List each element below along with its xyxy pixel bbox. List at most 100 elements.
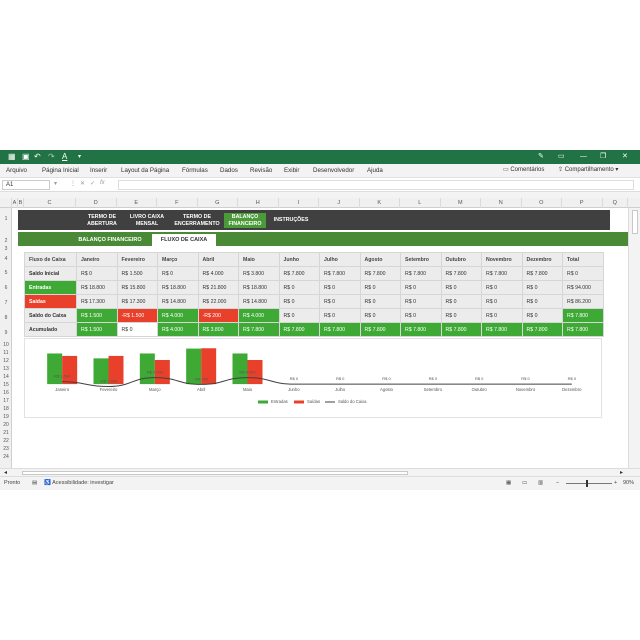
table-header-cell[interactable]: Novembro <box>481 252 523 267</box>
row-label[interactable]: Entradas <box>24 280 77 295</box>
table-cell[interactable]: R$ 3.800 <box>197 322 239 337</box>
table-cell[interactable]: R$ 4.000 <box>238 308 280 323</box>
horizontal-scrollbar[interactable]: ◂ ▸ <box>0 468 640 476</box>
table-header-cell[interactable]: Dezembro <box>521 252 563 267</box>
row-label[interactable]: Saldo do Caixa <box>24 308 77 323</box>
row-header[interactable]: 2 <box>4 238 8 244</box>
column-header-m[interactable]: M <box>441 198 481 208</box>
table-cell[interactable]: R$ 7.800 <box>481 322 523 337</box>
table-cell[interactable]: R$ 7.800 <box>521 322 563 337</box>
name-box[interactable]: A1 <box>2 180 50 190</box>
redo-icon[interactable]: ↷ <box>48 152 55 161</box>
row-header[interactable]: 11 <box>3 350 9 356</box>
nav-termo-de-encerramento[interactable]: TERMO DE ENCERRAMENTO <box>174 214 220 227</box>
table-cell[interactable]: R$ 0 <box>278 280 320 295</box>
row-header[interactable]: 10 <box>3 342 9 348</box>
table-cell[interactable]: R$ 0 <box>319 280 361 295</box>
enter-icon[interactable]: ✓ <box>90 181 96 187</box>
table-cell[interactable]: R$ 7.800 <box>278 322 320 337</box>
table-cell[interactable]: R$ 0 <box>521 294 563 309</box>
column-header-e[interactable]: E <box>117 198 157 208</box>
row-header[interactable]: 18 <box>3 406 9 412</box>
accessibility-status[interactable]: ♿ Acessibilidade: investigar <box>44 480 114 486</box>
row-header[interactable]: 20 <box>3 422 9 428</box>
column-header-l[interactable]: L <box>400 198 441 208</box>
column-header-n[interactable]: N <box>481 198 522 208</box>
page-layout-icon[interactable]: ▭ <box>522 480 528 486</box>
table-cell[interactable]: R$ 4.000 <box>157 322 199 337</box>
nav-instrucoes[interactable]: INSTRUÇÕES <box>273 217 309 224</box>
table-cell[interactable]: R$ 22.000 <box>197 294 239 309</box>
comments-button[interactable]: ▭ Comentários <box>503 167 545 173</box>
row-header[interactable]: 13 <box>3 366 9 372</box>
menu-revisao[interactable]: Revisão <box>250 167 273 174</box>
menu-desenvolvedor[interactable]: Desenvolvedor <box>313 167 355 174</box>
table-cell[interactable]: R$ 0 <box>319 308 361 323</box>
table-header-cell[interactable]: Julho <box>319 252 361 267</box>
cancel-icon[interactable]: ✕ <box>80 181 86 187</box>
row-header[interactable]: 22 <box>3 438 9 444</box>
table-header-cell[interactable]: Total <box>562 252 604 267</box>
share-button[interactable]: ⇪ Compartilhamento ▾ <box>558 167 619 173</box>
table-cell[interactable]: R$ 0 <box>562 266 604 281</box>
table-cell[interactable]: R$ 94.000 <box>562 280 604 295</box>
table-cell[interactable]: -R$ 200 <box>197 308 239 323</box>
tab-balanco-financeiro[interactable]: BALANÇO FINANCEIRO <box>78 237 142 243</box>
table-header-cell[interactable]: Março <box>157 252 199 267</box>
zoom-slider[interactable] <box>566 483 612 484</box>
formula-input[interactable] <box>118 180 634 190</box>
table-cell[interactable]: R$ 17.300 <box>76 294 118 309</box>
table-cell[interactable]: R$ 0 <box>481 294 523 309</box>
worksheet[interactable]: TERMO DE ABERTURA LIVRO CAIXA MENSAL TER… <box>12 208 628 468</box>
row-header[interactable]: 24 <box>3 454 9 460</box>
table-cell[interactable]: R$ 7.800 <box>359 266 401 281</box>
zoom-in-icon[interactable]: + <box>614 480 618 486</box>
table-cell[interactable]: R$ 18.800 <box>238 280 280 295</box>
table-cell[interactable]: R$ 0 <box>400 294 442 309</box>
table-cell[interactable]: R$ 0 <box>521 308 563 323</box>
zoom-out-icon[interactable]: − <box>556 480 560 486</box>
table-cell[interactable]: R$ 0 <box>157 266 199 281</box>
row-header[interactable]: 3 <box>4 246 8 252</box>
column-header-h[interactable]: H <box>238 198 279 208</box>
table-cell[interactable]: R$ 1.500 <box>76 308 118 323</box>
table-cell[interactable]: R$ 7.800 <box>562 322 604 337</box>
table-cell[interactable]: R$ 4.000 <box>157 308 199 323</box>
pen-icon[interactable]: ✎ <box>538 153 544 160</box>
table-cell[interactable]: R$ 3.800 <box>238 266 280 281</box>
column-header-b[interactable]: B <box>18 198 24 208</box>
table-cell[interactable]: R$ 0 <box>359 280 401 295</box>
row-header[interactable]: 5 <box>4 270 8 276</box>
font-color-icon[interactable]: A <box>62 152 68 161</box>
nav-livro-caixa-mensal[interactable]: LIVRO CAIXA MENSAL <box>129 214 165 227</box>
row-label[interactable]: Saídas <box>24 294 77 309</box>
table-cell[interactable]: R$ 17.300 <box>116 294 158 309</box>
column-header-p[interactable]: P <box>562 198 603 208</box>
row-header[interactable]: 21 <box>3 430 9 436</box>
table-cell[interactable]: R$ 1.500 <box>116 266 158 281</box>
minimize-icon[interactable]: — <box>580 153 587 160</box>
close-icon[interactable]: ✕ <box>622 153 628 160</box>
row-header[interactable]: 23 <box>3 446 9 452</box>
zoom-slider-handle[interactable] <box>586 480 588 487</box>
table-cell[interactable]: R$ 0 <box>481 280 523 295</box>
table-cell[interactable]: R$ 7.800 <box>359 322 401 337</box>
column-header-q[interactable]: Q <box>603 198 628 208</box>
table-cell[interactable]: R$ 0 <box>116 322 158 337</box>
column-header-d[interactable]: D <box>76 198 117 208</box>
table-cell[interactable]: R$ 0 <box>440 280 482 295</box>
column-header-j[interactable]: J <box>319 198 360 208</box>
table-cell[interactable]: R$ 7.800 <box>400 266 442 281</box>
page-break-icon[interactable]: ▥ <box>538 480 544 486</box>
select-all-corner[interactable] <box>0 198 12 208</box>
row-header[interactable]: 6 <box>4 285 8 291</box>
table-cell[interactable]: R$ 0 <box>440 294 482 309</box>
table-cell[interactable]: R$ 0 <box>400 280 442 295</box>
table-header-cell[interactable]: Maio <box>238 252 280 267</box>
menu-ajuda[interactable]: Ajuda <box>367 167 383 174</box>
vertical-scrollbar[interactable] <box>628 208 640 468</box>
table-cell[interactable]: R$ 7.800 <box>440 322 482 337</box>
tab-fluxo-de-caixa[interactable]: FLUXO DE CAIXA <box>152 234 216 246</box>
table-cell[interactable]: R$ 0 <box>521 280 563 295</box>
table-cell[interactable]: R$ 7.800 <box>562 308 604 323</box>
